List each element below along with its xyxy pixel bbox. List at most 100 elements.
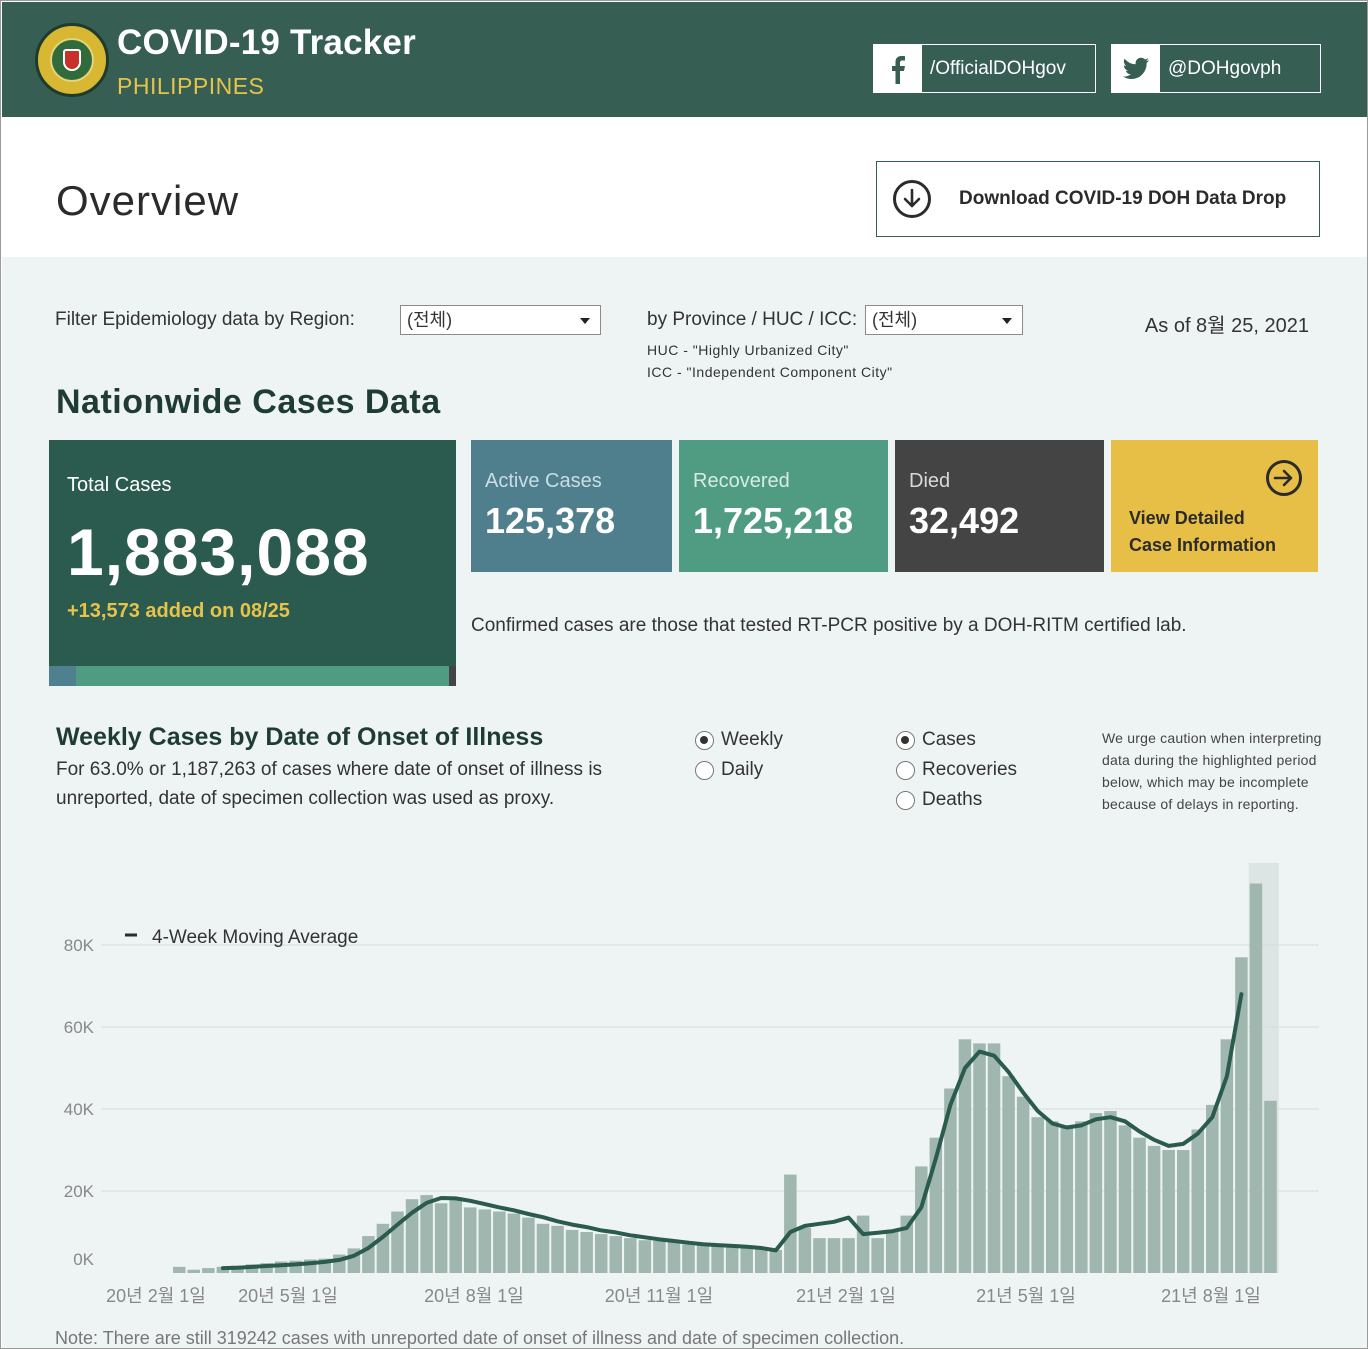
weekly-bar [1060,1125,1074,1273]
weekly-bar [609,1236,622,1273]
radio-weekly-label: Weekly [721,729,783,750]
weekly-bar [522,1217,535,1273]
radio-daily[interactable]: Daily [695,759,763,781]
twitter-label: @DOHgovph [1168,57,1282,79]
y-tick-label: 80K [64,936,95,955]
download-data-drop-button[interactable]: Download COVID-19 DOH Data Drop [876,161,1320,237]
region-filter-label: Filter Epidemiology data by Region: [55,309,355,330]
page-title: Overview [56,177,240,224]
died-card[interactable]: Died 32,492 [895,440,1104,572]
active-cases-label: Active Cases [485,470,602,492]
radio-weekly[interactable]: Weekly [695,729,783,751]
active-share-segment [49,666,76,686]
weekly-bar [449,1197,462,1273]
download-arrow-icon [893,180,931,218]
y-tick-label: 40K [64,1100,95,1119]
weekly-bar [1104,1111,1117,1273]
weekly-chart-subtitle-line1: For 63.0% or 1,187,263 of cases where da… [56,759,603,780]
weekly-bar [260,1263,273,1273]
view-detailed-line1: View Detailed [1129,508,1245,528]
radio-selected-icon [695,730,714,750]
weekly-bar [274,1261,288,1273]
y-tick-label: 60K [64,1018,95,1037]
doh-seal-logo[interactable] [35,23,109,97]
province-filter-label: by Province / HUC / ICC: [647,309,858,330]
radio-deaths[interactable]: Deaths [896,789,982,811]
weekly-bar [624,1238,637,1273]
weekly-bar [871,1238,884,1273]
weekly-bar [362,1236,375,1273]
huc-note: HUC - "Highly Urbanized City" [647,342,849,358]
x-tick-label: 20년 5월 1일 [238,1286,338,1306]
active-cases-value: 125,378 [485,500,616,541]
radio-recoveries-label: Recoveries [922,759,1018,780]
weekly-bar [1016,1096,1030,1273]
seal-shield [63,49,81,71]
region-select[interactable]: (전체) [400,305,601,335]
caution-note: We urge caution when interpreting data d… [1102,730,1322,812]
weekly-bar [667,1242,681,1273]
weekly-bar [944,1088,957,1273]
app-subtitle: PHILIPPINES [117,73,265,99]
weekly-bar [827,1238,841,1273]
weekly-bar [202,1268,215,1273]
weekly-bar [769,1250,783,1273]
weekly-bar [813,1238,826,1273]
radio-recoveries[interactable]: Recoveries [896,759,1017,781]
weekly-bar [536,1223,550,1273]
as-of-date: As of 8월 25, 2021 [1144,315,1309,337]
radio-cases[interactable]: Cases [896,729,976,751]
weekly-bar [1206,1104,1219,1273]
weekly-bar [842,1238,855,1273]
total-cases-label: Total Cases [67,474,172,496]
weekly-bar [1249,883,1263,1273]
weekly-bar [711,1245,724,1273]
recovered-card[interactable]: Recovered 1,725,218 [679,440,888,572]
weekly-bar [1162,1150,1175,1273]
weekly-bar [856,1215,870,1273]
weekly-bar [1191,1129,1204,1273]
weekly-bar [594,1234,608,1273]
weekly-bar [725,1246,739,1273]
facebook-link[interactable]: /OfficialDOHgov [873,44,1096,93]
view-detailed-case-button[interactable]: View Detailed Case Information [1111,440,1318,572]
weekly-bar [885,1232,899,1273]
weekly-bar [682,1244,695,1273]
weekly-bar [478,1209,492,1273]
province-select[interactable]: (전체) [865,305,1023,335]
radio-unselected-icon [695,760,714,780]
x-tick-label: 20년 11월 1일 [605,1286,713,1306]
weekly-bar [987,1043,1001,1273]
legend-label: 4-Week Moving Average [152,927,358,948]
download-label: Download COVID-19 DOH Data Drop [959,188,1287,209]
radio-unselected-icon [896,760,915,780]
weekly-bar [1118,1125,1132,1273]
twitter-link[interactable]: @DOHgovph [1111,44,1321,93]
recovered-share-segment [76,666,449,686]
weekly-bar [915,1166,928,1273]
weekly-cases-chart: 0K 20K 40K 60K 80K 20년 2월 1일 20년 5월 1일 20년 8월 1… [64,863,1319,1306]
weekly-bar [1046,1121,1059,1273]
weekly-bar [1220,1039,1234,1273]
radio-unselected-icon [896,790,915,810]
radio-deaths-label: Deaths [922,789,983,810]
seal-emblem [50,38,94,82]
total-cases-added: +13,573 added on 08/25 [67,600,290,622]
weekly-bar [755,1247,768,1273]
weekly-bar [434,1203,448,1273]
x-tick-label: 20년 2월 1일 [106,1286,206,1306]
weekly-bar [1075,1121,1088,1273]
weekly-bar [1089,1113,1103,1273]
weekly-bar [1002,1076,1015,1273]
active-cases-card[interactable]: Active Cases 125,378 [471,440,672,572]
facebook-icon [874,45,922,92]
x-tick-label: 21년 5월 1일 [976,1286,1076,1306]
radio-cases-label: Cases [922,729,976,750]
weekly-bar [493,1211,506,1273]
weekly-bar [784,1174,797,1273]
weekly-bar [420,1195,433,1273]
weekly-bar [1264,1100,1277,1273]
total-cases-value: 1,883,088 [67,515,370,589]
weekly-bar [1176,1150,1190,1273]
weekly-bar [580,1232,593,1273]
